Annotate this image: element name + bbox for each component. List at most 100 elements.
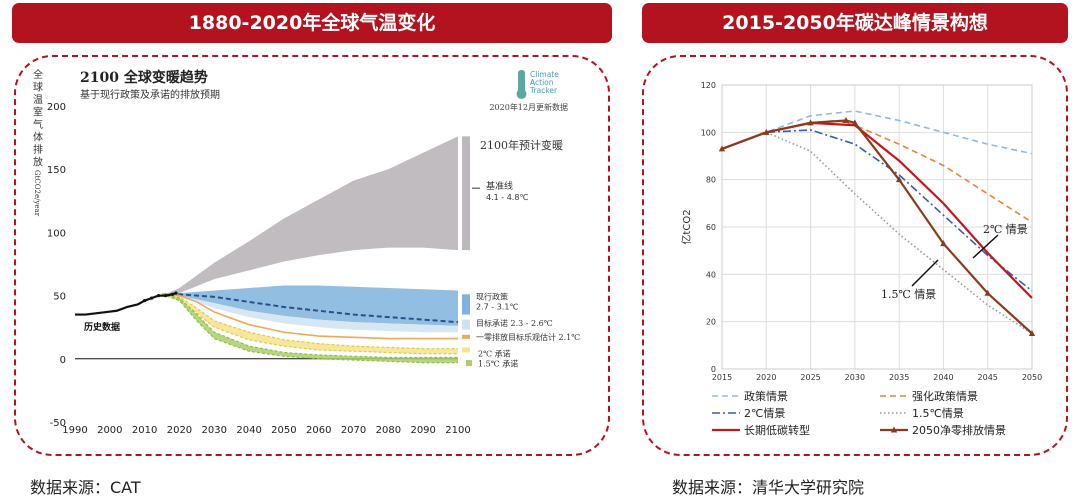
chart1-ytick-200: 200 bbox=[47, 102, 66, 113]
chart2-ytick-80: 80 bbox=[706, 176, 716, 185]
chart1-xtick-2070: 2070 bbox=[341, 425, 366, 436]
chart1-current-policy-label: 现行政策 bbox=[476, 291, 508, 301]
chart2-xtick-2040: 2040 bbox=[933, 373, 953, 382]
chart2-series-5-marker bbox=[984, 289, 991, 296]
chart1-ytick-50: 50 bbox=[53, 292, 66, 303]
chart2-plot-border bbox=[721, 84, 1033, 370]
chart2-ytick-20: 20 bbox=[706, 318, 716, 327]
chart1-ytick-100: 100 bbox=[47, 228, 66, 239]
chart1-history-dot bbox=[143, 299, 147, 303]
chart1-current-policy-range: 2.7 - 3.1℃ bbox=[476, 302, 518, 311]
chart2-callout-2c-line bbox=[972, 234, 999, 259]
chart2-series-1-line bbox=[721, 119, 1033, 223]
chart1-ytick-150: 150 bbox=[47, 165, 66, 176]
chart1-update-note: 2020年12月更新数据 bbox=[489, 102, 568, 112]
chart1-history-dot bbox=[156, 294, 161, 298]
chart2-xtick-2050: 2050 bbox=[1022, 373, 1042, 382]
chart1-history-dot bbox=[170, 292, 175, 296]
chart2-xtick-2020: 2020 bbox=[756, 373, 776, 382]
chart2-legend-label-1: 强化政策情景 bbox=[912, 389, 978, 403]
chart1-warming-header: 2100年预计变暖 bbox=[480, 138, 563, 152]
chart1-xtick-2090: 2090 bbox=[410, 425, 435, 436]
chart1-annotation-history: 历史数据 bbox=[84, 321, 120, 333]
chart1-ylabel-unit: GtCO2e/year bbox=[33, 170, 41, 217]
chart2-callout-1-5c: 1.5℃ 情景 bbox=[881, 288, 936, 301]
chart2-xtick-2025: 2025 bbox=[800, 373, 820, 382]
chart2-callout-2c: 2℃ 情景 bbox=[983, 223, 1028, 236]
chart1-subtitle: 基于现行政策及承诺的排放预期 bbox=[80, 88, 220, 101]
chart1-history-dot bbox=[163, 294, 168, 298]
chart1-ylabel-char: 排 bbox=[33, 143, 43, 156]
chart1-ylabel-char: 全 bbox=[33, 68, 43, 81]
chart1-series-6-lower-line bbox=[161, 293, 458, 364]
chart1-baseline-label: 基准线 bbox=[486, 180, 513, 192]
chart1-xtick-2000: 2000 bbox=[97, 425, 122, 436]
chart1-ytick-50: -50 bbox=[50, 418, 66, 429]
chart1-ylabel-char: 温 bbox=[33, 94, 43, 106]
chart1-pledges-bar bbox=[462, 319, 470, 330]
chart2-series-5-marker bbox=[807, 119, 814, 126]
chart1-title: 2100 全球变暖趋势 bbox=[80, 69, 208, 86]
chart1-series-2-band bbox=[162, 285, 458, 326]
chart1-ylabel-char: 室 bbox=[33, 106, 43, 119]
chart1-series-6-upper-line bbox=[161, 293, 458, 359]
left-panel-title: 1880-2020年全球气温变化 bbox=[12, 3, 612, 43]
chart1-1-5c-label: 1.5℃ 承诺 bbox=[478, 358, 518, 368]
chart2-series-3-line bbox=[721, 131, 1033, 335]
chart2-series-5-marker bbox=[718, 145, 726, 152]
chart2-ylabel: 亿tCO2 bbox=[680, 209, 693, 244]
chart1-history-dot bbox=[174, 291, 178, 295]
chart2-series-5-marker bbox=[851, 119, 859, 126]
right-panel-title: 2015-2050年碳达峰情景构想 bbox=[642, 3, 1068, 43]
chart1-pledges-label: 目标承诺 2.3 - 2.6℃ bbox=[476, 318, 553, 328]
chart2-legend-label-2: 2℃情景 bbox=[744, 407, 785, 420]
chart1-baseline-bar bbox=[462, 136, 470, 251]
chart1-1-5c-bar bbox=[466, 360, 472, 367]
chart2-ytick-120: 120 bbox=[701, 81, 716, 90]
chart2-series-2-line bbox=[721, 129, 1033, 292]
chart1-baseline-range: 4.1 - 4.8℃ bbox=[486, 193, 528, 202]
chart1-2c-label: 2℃ 承诺 bbox=[478, 348, 511, 358]
chart1-series-5-band bbox=[162, 294, 458, 354]
chart1-xtick-2050: 2050 bbox=[271, 425, 296, 436]
chart2-ytick-60: 60 bbox=[706, 223, 716, 232]
chart1-optimistic-label: 一零排放目标乐观估计 2.1℃ bbox=[476, 332, 580, 342]
chart2-series-5-marker bbox=[895, 176, 903, 183]
chart1-xtick-2100: 2100 bbox=[445, 425, 470, 436]
chart1-xtick-2030: 2030 bbox=[202, 425, 227, 436]
chart1-xtick-2080: 2080 bbox=[376, 425, 401, 436]
chart2-xtick-2035: 2035 bbox=[889, 373, 909, 382]
left-data-source: 数据来源：CAT bbox=[30, 478, 141, 497]
chart2-xtick-2015: 2015 bbox=[712, 373, 732, 382]
chart2-series-5-marker bbox=[940, 240, 947, 247]
logo-text-0: Climate bbox=[530, 70, 559, 79]
left-chart-frame bbox=[14, 55, 610, 456]
chart1-xtick-2040: 2040 bbox=[236, 425, 261, 436]
chart2-legend-marker-5 bbox=[890, 426, 898, 433]
chart1-current-policy-bar bbox=[462, 294, 470, 315]
chart1-ylabel-char: 球 bbox=[33, 81, 43, 94]
chart1-series-3-band bbox=[162, 294, 458, 333]
chart2-series-5-marker bbox=[842, 117, 850, 123]
chart2-ytick-0: 0 bbox=[711, 365, 716, 374]
right-data-source: 数据来源：清华大学研究院 bbox=[672, 478, 865, 497]
chart1-ytick-0: 0 bbox=[60, 355, 66, 366]
chart2-ytick-100: 100 bbox=[701, 128, 716, 137]
chart2-xtick-2045: 2045 bbox=[978, 373, 998, 382]
chart2-series-5-marker bbox=[1028, 330, 1036, 336]
chart1-ylabel-char: 气 bbox=[33, 118, 43, 131]
logo-text-1: Action bbox=[530, 78, 554, 87]
right-chart-frame bbox=[642, 55, 1068, 456]
chart1-optimistic-bar bbox=[462, 334, 470, 339]
chart1-history-dot bbox=[150, 296, 154, 300]
chart1-series-6-band bbox=[162, 294, 458, 363]
chart1-series-5-lower-line bbox=[161, 293, 458, 355]
chart1-ylabel-char: 体 bbox=[33, 132, 43, 144]
chart1-2c-bar bbox=[462, 347, 470, 353]
chart2-legend-label-4: 长期低碳转型 bbox=[744, 423, 810, 437]
chart2-series-4-line bbox=[721, 121, 1033, 299]
